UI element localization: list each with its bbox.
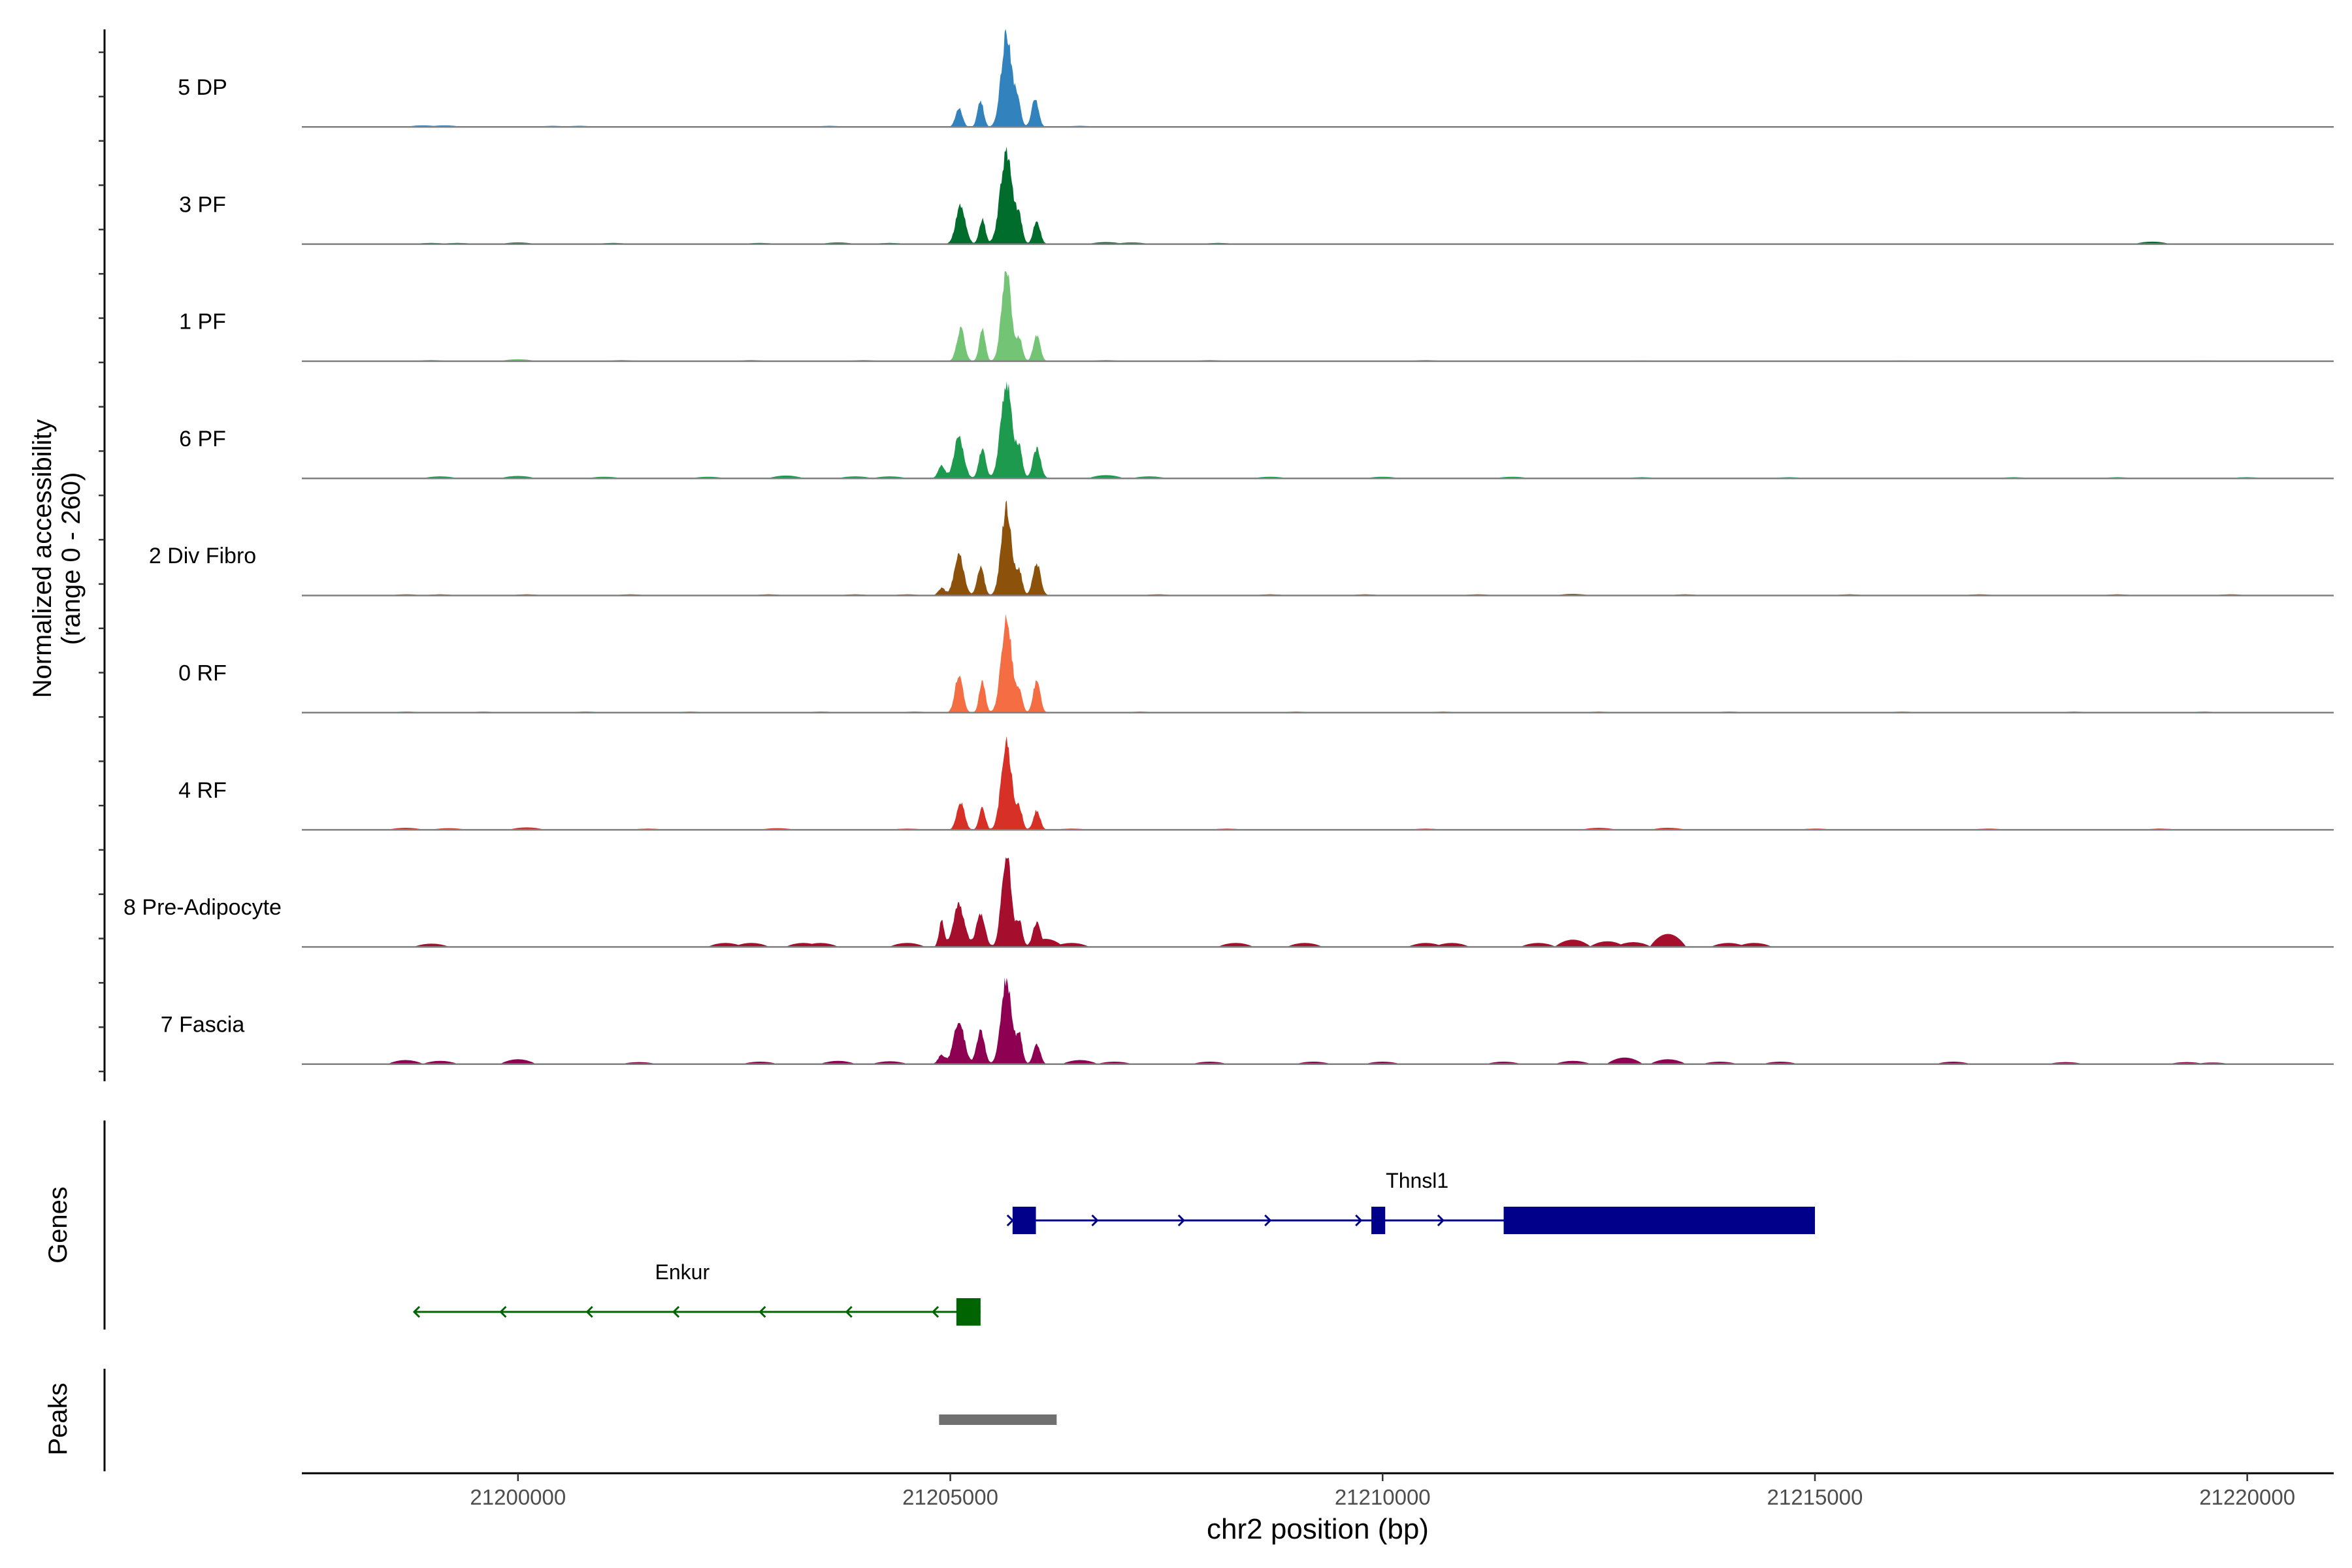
strand-arrow bbox=[672, 1305, 680, 1318]
coverage-blip bbox=[1286, 943, 1324, 947]
coverage-area bbox=[907, 857, 1115, 947]
coverage-area bbox=[907, 977, 1115, 1064]
coverage-blip bbox=[499, 1059, 536, 1064]
y-axis-label-range: (range 0 - 260) bbox=[57, 472, 86, 645]
x-tick-label: 21200000 bbox=[470, 1485, 566, 1509]
coverage-blip bbox=[1589, 941, 1626, 947]
strand-arrow bbox=[1355, 1214, 1363, 1227]
coverage-blip bbox=[1062, 1060, 1099, 1064]
coverage-blip bbox=[1407, 943, 1445, 947]
strand-arrow bbox=[1177, 1214, 1185, 1227]
track: 3 PF bbox=[179, 146, 2334, 245]
track-label: 1 PF bbox=[179, 310, 226, 335]
peaks-axis-label: Peaks bbox=[44, 1382, 73, 1455]
gene-label: Thnsl1 bbox=[1386, 1169, 1448, 1192]
track-label: 8 Pre-Adipocyte bbox=[123, 895, 282, 920]
strand-arrow bbox=[585, 1305, 593, 1318]
coverage-blip bbox=[1710, 943, 1747, 947]
x-tick-label: 21205000 bbox=[902, 1485, 998, 1509]
track: 0 RF bbox=[178, 613, 2334, 714]
strand-arrow bbox=[759, 1305, 766, 1318]
coverage-area bbox=[907, 29, 1115, 127]
track-label: 5 DP bbox=[178, 75, 227, 100]
strand-arrow bbox=[1437, 1214, 1445, 1227]
strand-arrow bbox=[931, 1305, 939, 1318]
coverage-blip bbox=[802, 943, 840, 947]
coverage-area bbox=[907, 500, 1115, 596]
track-label: 2 Div Fibro bbox=[149, 544, 256, 568]
coverage-blip bbox=[1554, 939, 1592, 947]
strand-arrow bbox=[1091, 1214, 1099, 1227]
track-label: 0 RF bbox=[178, 661, 227, 686]
gene-exon bbox=[1012, 1207, 1036, 1234]
x-tick-label: 21220000 bbox=[2199, 1485, 2295, 1509]
x-axis-label: chr2 position (bp) bbox=[1207, 1513, 1429, 1545]
strand-arrow bbox=[499, 1305, 507, 1318]
coverage-blip bbox=[1433, 943, 1471, 947]
coverage-area bbox=[907, 613, 1115, 713]
gene-exon bbox=[1503, 1207, 1815, 1234]
coverage-blip bbox=[707, 943, 744, 947]
coverage-blip bbox=[1027, 938, 1064, 947]
coverage-blip bbox=[1736, 943, 1773, 947]
track: 5 DP bbox=[178, 29, 2334, 128]
strand-arrow bbox=[845, 1305, 853, 1318]
coverage-blip bbox=[1053, 943, 1090, 947]
genes-axis-label: Genes bbox=[44, 1186, 73, 1264]
track: 6 PF bbox=[179, 381, 2334, 480]
coverage-blip bbox=[1217, 943, 1254, 947]
coverage-area bbox=[907, 381, 1115, 479]
track-label: 7 Fascia bbox=[161, 1012, 245, 1037]
coverage-blip bbox=[733, 943, 770, 947]
coverage-area bbox=[907, 270, 1115, 361]
plot-layer: 5 DP 3 PF 1 PF 6 PF 2 Div Fibro 0 RF 4 RF 8 Pre… bbox=[99, 29, 2334, 1509]
coverage-blip bbox=[1649, 934, 1686, 947]
track: 2 Div Fibro bbox=[149, 500, 2334, 596]
coverage-blip bbox=[1606, 1057, 1643, 1064]
coverage-blip bbox=[387, 1060, 424, 1064]
x-tick-label: 21210000 bbox=[1335, 1485, 1431, 1509]
peak-region bbox=[939, 1414, 1057, 1425]
coverage-blip bbox=[1649, 1059, 1686, 1064]
coverage-blip bbox=[889, 943, 926, 947]
coverage-blip bbox=[1615, 941, 1652, 947]
y-axis-label: Normalized accessibility bbox=[28, 419, 57, 698]
coverage-area bbox=[907, 146, 1115, 244]
x-tick-label: 21215000 bbox=[1767, 1485, 1863, 1509]
strand-arrow bbox=[412, 1305, 421, 1318]
gene-thnsl1: Thnsl1 bbox=[1006, 1169, 1815, 1234]
track-label: 3 PF bbox=[179, 192, 226, 217]
gene-exon bbox=[1371, 1207, 1386, 1234]
gene-enkur: Enkur bbox=[412, 1260, 981, 1326]
coverage-blip bbox=[1520, 943, 1557, 947]
track-label: 6 PF bbox=[179, 427, 226, 451]
gene-exon bbox=[956, 1298, 981, 1326]
track-label: 4 RF bbox=[178, 778, 227, 803]
gene-label: Enkur bbox=[655, 1260, 710, 1284]
track: 1 PF bbox=[179, 270, 2334, 363]
strand-arrow bbox=[1264, 1214, 1272, 1227]
strand-arrow bbox=[1006, 1214, 1014, 1227]
track: 4 RF bbox=[178, 736, 2334, 831]
coverage-area bbox=[907, 736, 1115, 830]
track: 8 Pre-Adipocyte bbox=[123, 857, 2334, 948]
track: 7 Fascia bbox=[161, 977, 2334, 1065]
